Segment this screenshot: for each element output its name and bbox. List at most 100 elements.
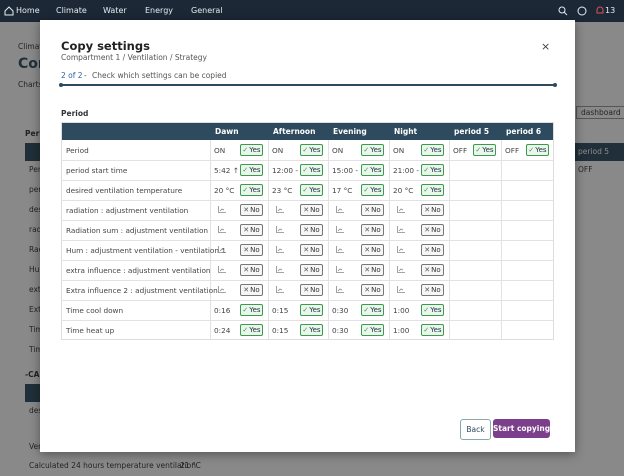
copy-toggle[interactable]: ✓Yes bbox=[526, 144, 549, 156]
bell-icon[interactable] bbox=[595, 5, 605, 16]
copy-toggle[interactable]: ✕No bbox=[300, 264, 323, 276]
cross-icon: ✕ bbox=[364, 246, 371, 254]
nav-home[interactable]: Home bbox=[16, 6, 40, 15]
nav-general[interactable]: General bbox=[191, 6, 223, 15]
start-copying-button[interactable]: Start copying bbox=[493, 419, 550, 438]
cell-value: 0:15 bbox=[272, 326, 289, 335]
nav-climate[interactable]: Climate bbox=[56, 6, 87, 15]
chart-icon bbox=[218, 286, 226, 293]
copy-toggle[interactable]: ✕No bbox=[240, 204, 263, 216]
chart-icon bbox=[218, 266, 226, 273]
copy-toggle[interactable]: ✕No bbox=[421, 204, 444, 216]
copy-toggle[interactable]: ✓Yes bbox=[421, 324, 444, 336]
cross-icon: ✕ bbox=[424, 266, 431, 274]
toggle-label: No bbox=[310, 226, 320, 234]
copy-toggle[interactable]: ✕No bbox=[300, 244, 323, 256]
copy-toggle[interactable]: ✕No bbox=[421, 244, 444, 256]
cross-icon: ✕ bbox=[424, 246, 431, 254]
check-icon: ✓ bbox=[363, 306, 370, 314]
cell-value: ON bbox=[393, 146, 405, 155]
copy-toggle[interactable]: ✕No bbox=[300, 284, 323, 296]
copy-toggle[interactable]: ✕No bbox=[361, 284, 384, 296]
nav-energy[interactable]: Energy bbox=[145, 6, 174, 15]
toggle-label: No bbox=[250, 266, 260, 274]
copy-toggle[interactable]: ✓Yes bbox=[240, 164, 263, 176]
nav-water[interactable]: Water bbox=[103, 6, 127, 15]
check-icon: ✓ bbox=[302, 186, 309, 194]
copy-toggle[interactable]: ✕No bbox=[361, 224, 384, 236]
copy-toggle[interactable]: ✕No bbox=[240, 284, 263, 296]
copy-toggle[interactable]: ✓Yes bbox=[421, 184, 444, 196]
cross-icon: ✕ bbox=[243, 206, 250, 214]
copy-toggle[interactable]: ✕No bbox=[361, 244, 384, 256]
copy-toggle[interactable]: ✕No bbox=[240, 224, 263, 236]
cell-value: 23 °C bbox=[272, 186, 293, 195]
copy-toggle[interactable]: ✓Yes bbox=[240, 184, 263, 196]
chart-icon bbox=[276, 266, 284, 273]
toggle-label: No bbox=[310, 286, 320, 294]
copy-toggle[interactable]: ✕No bbox=[421, 264, 444, 276]
copy-toggle[interactable]: ✓Yes bbox=[240, 144, 263, 156]
copy-toggle[interactable]: ✓Yes bbox=[300, 324, 323, 336]
toggle-label: Yes bbox=[309, 326, 321, 334]
cell-value: ON bbox=[332, 146, 344, 155]
copy-toggle[interactable]: ✕No bbox=[421, 224, 444, 236]
copy-toggle[interactable]: ✓Yes bbox=[300, 304, 323, 316]
copy-toggle[interactable]: ✕No bbox=[240, 244, 263, 256]
cell-value: 0:16 bbox=[214, 306, 231, 315]
home-icon bbox=[4, 6, 14, 16]
copy-toggle[interactable]: ✓Yes bbox=[361, 144, 384, 156]
dialog-title: Copy settings bbox=[61, 39, 150, 53]
toggle-label: No bbox=[431, 266, 441, 274]
copy-toggle[interactable]: ✓Yes bbox=[240, 304, 263, 316]
toggle-label: No bbox=[431, 206, 441, 214]
toggle-label: Yes bbox=[249, 306, 261, 314]
copy-toggle[interactable]: ✓Yes bbox=[361, 164, 384, 176]
chart-icon bbox=[218, 226, 226, 233]
back-button[interactable]: Back bbox=[460, 419, 491, 440]
copy-toggle[interactable]: ✓Yes bbox=[361, 324, 384, 336]
column-header: Night bbox=[394, 127, 418, 136]
row-divider bbox=[61, 300, 554, 301]
check-icon: ✓ bbox=[242, 166, 249, 174]
copy-toggle[interactable]: ✓Yes bbox=[361, 184, 384, 196]
toggle-label: Yes bbox=[535, 146, 547, 154]
copy-toggle[interactable]: ✕No bbox=[361, 204, 384, 216]
copy-toggle[interactable]: ✕No bbox=[300, 224, 323, 236]
cross-icon: ✕ bbox=[303, 246, 310, 254]
copy-toggle[interactable]: ✓Yes bbox=[421, 144, 444, 156]
cell-value: 20 °C bbox=[214, 186, 235, 195]
copy-toggle[interactable]: ✓Yes bbox=[421, 304, 444, 316]
toggle-label: Yes bbox=[309, 166, 321, 174]
cross-icon: ✕ bbox=[243, 266, 250, 274]
cell-value: 1:00 bbox=[393, 326, 410, 335]
check-icon: ✓ bbox=[302, 306, 309, 314]
copy-toggle[interactable]: ✕No bbox=[421, 284, 444, 296]
search-icon[interactable] bbox=[558, 6, 568, 16]
check-icon: ✓ bbox=[242, 326, 249, 334]
dialog: Copy settings Compartment 1 / Ventilatio… bbox=[40, 20, 575, 452]
copy-toggle[interactable]: ✓Yes bbox=[361, 304, 384, 316]
copy-toggle[interactable]: ✓Yes bbox=[300, 164, 323, 176]
copy-toggle[interactable]: ✕No bbox=[300, 204, 323, 216]
cross-icon: ✕ bbox=[424, 226, 431, 234]
row-label: Hum : adjustment ventilation - ventilati… bbox=[66, 246, 226, 255]
toggle-label: No bbox=[310, 266, 320, 274]
copy-toggle[interactable]: ✕No bbox=[240, 264, 263, 276]
cell-value: 0:30 bbox=[332, 326, 349, 335]
chart-icon bbox=[336, 286, 344, 293]
toggle-label: Yes bbox=[430, 146, 442, 154]
copy-toggle[interactable]: ✓Yes bbox=[240, 324, 263, 336]
chart-icon bbox=[276, 226, 284, 233]
check-icon: ✓ bbox=[363, 166, 370, 174]
copy-toggle[interactable]: ✕No bbox=[361, 264, 384, 276]
copy-toggle[interactable]: ✓Yes bbox=[300, 184, 323, 196]
copy-toggle[interactable]: ✓Yes bbox=[300, 144, 323, 156]
copy-toggle[interactable]: ✓Yes bbox=[473, 144, 496, 156]
toggle-label: No bbox=[371, 246, 381, 254]
copy-toggle[interactable]: ✓Yes bbox=[421, 164, 444, 176]
chart-icon bbox=[276, 286, 284, 293]
toggle-label: No bbox=[250, 226, 260, 234]
close-button[interactable]: × bbox=[541, 40, 551, 53]
help-icon[interactable] bbox=[577, 6, 587, 16]
